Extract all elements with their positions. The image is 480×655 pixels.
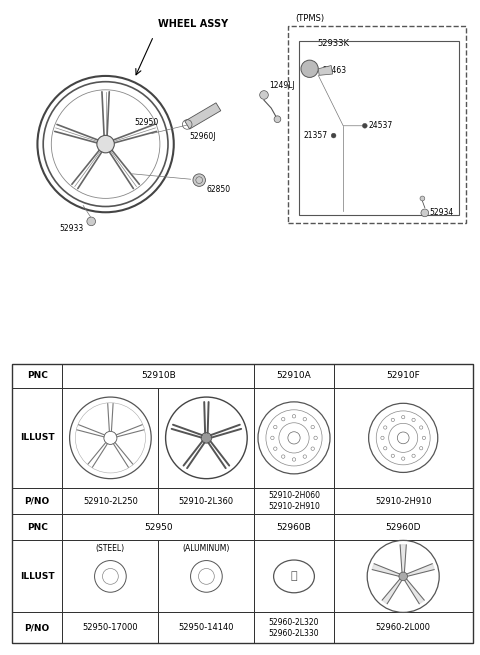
Text: 52910-2L250: 52910-2L250 xyxy=(83,496,138,506)
Text: 52960-2L320
52960-2L330: 52960-2L320 52960-2L330 xyxy=(269,618,319,637)
Text: 52950-17000: 52950-17000 xyxy=(83,624,138,632)
Text: 52950-14140: 52950-14140 xyxy=(179,624,234,632)
Bar xyxy=(334,514,473,540)
Bar xyxy=(62,540,158,612)
Ellipse shape xyxy=(193,174,205,187)
Text: (STEEL): (STEEL) xyxy=(96,544,125,553)
Bar xyxy=(254,514,334,540)
Bar xyxy=(254,364,334,388)
Bar xyxy=(12,364,62,388)
Bar xyxy=(334,488,473,514)
Bar xyxy=(62,488,158,514)
Text: 52910-2L360: 52910-2L360 xyxy=(179,496,234,506)
Bar xyxy=(254,612,334,643)
Text: 24537: 24537 xyxy=(369,121,393,130)
Text: ILLUST: ILLUST xyxy=(20,434,55,442)
Bar xyxy=(12,612,62,643)
Bar xyxy=(62,364,254,388)
Text: 52910A: 52910A xyxy=(276,371,312,380)
Bar xyxy=(62,514,254,540)
Text: 52910B: 52910B xyxy=(141,371,176,380)
Ellipse shape xyxy=(260,90,268,100)
Text: P/NO: P/NO xyxy=(24,496,50,506)
Text: 52910F: 52910F xyxy=(386,371,420,380)
Ellipse shape xyxy=(97,136,114,153)
Bar xyxy=(158,388,254,488)
Bar xyxy=(254,488,334,514)
Text: 52933K: 52933K xyxy=(318,39,349,48)
Text: WHEEL ASSY: WHEEL ASSY xyxy=(158,20,228,29)
Text: 52950: 52950 xyxy=(134,118,158,127)
Ellipse shape xyxy=(87,217,96,226)
Text: 52950: 52950 xyxy=(144,523,173,532)
Ellipse shape xyxy=(274,116,281,122)
Ellipse shape xyxy=(201,432,212,443)
Bar xyxy=(254,388,334,488)
Bar xyxy=(12,488,62,514)
Bar xyxy=(334,612,473,643)
Polygon shape xyxy=(382,579,402,604)
Bar xyxy=(12,514,62,540)
Bar xyxy=(334,364,473,388)
Bar xyxy=(158,612,254,643)
Ellipse shape xyxy=(421,209,429,217)
Bar xyxy=(62,388,158,488)
Polygon shape xyxy=(405,579,424,604)
Text: 1249LJ: 1249LJ xyxy=(269,81,295,90)
Bar xyxy=(12,540,62,612)
Text: 52960D: 52960D xyxy=(385,523,421,532)
Text: 52960-2L000: 52960-2L000 xyxy=(376,624,431,632)
Text: PNC: PNC xyxy=(27,371,48,380)
Bar xyxy=(12,364,473,643)
Text: 52910-2H910: 52910-2H910 xyxy=(375,496,432,506)
Bar xyxy=(334,388,473,488)
Ellipse shape xyxy=(420,196,425,201)
Bar xyxy=(62,612,158,643)
Bar xyxy=(158,540,254,612)
Polygon shape xyxy=(407,564,434,576)
Text: 21357: 21357 xyxy=(304,131,328,140)
Polygon shape xyxy=(318,66,333,75)
Text: 52960J: 52960J xyxy=(190,132,216,141)
Text: 52934: 52934 xyxy=(430,208,454,217)
Text: (TPMS): (TPMS) xyxy=(295,14,324,23)
Text: 52933: 52933 xyxy=(59,224,83,233)
Bar xyxy=(12,388,62,488)
Text: (ALUMINUM): (ALUMINUM) xyxy=(183,544,230,553)
Text: ⓭: ⓭ xyxy=(291,571,297,582)
Text: 22463: 22463 xyxy=(323,66,347,75)
Ellipse shape xyxy=(362,123,367,128)
Bar xyxy=(254,540,334,612)
Text: ILLUST: ILLUST xyxy=(20,572,55,581)
Bar xyxy=(158,488,254,514)
Ellipse shape xyxy=(399,572,408,581)
Polygon shape xyxy=(185,103,221,129)
Text: 62850: 62850 xyxy=(206,185,230,194)
Ellipse shape xyxy=(301,60,318,77)
Text: 52910-2H060
52910-2H910: 52910-2H060 52910-2H910 xyxy=(268,491,320,511)
Bar xyxy=(334,540,473,612)
Ellipse shape xyxy=(331,133,336,138)
Text: P/NO: P/NO xyxy=(24,624,50,632)
Text: 52960B: 52960B xyxy=(276,523,312,532)
Text: PNC: PNC xyxy=(27,523,48,532)
Polygon shape xyxy=(372,564,400,576)
Polygon shape xyxy=(400,545,406,572)
